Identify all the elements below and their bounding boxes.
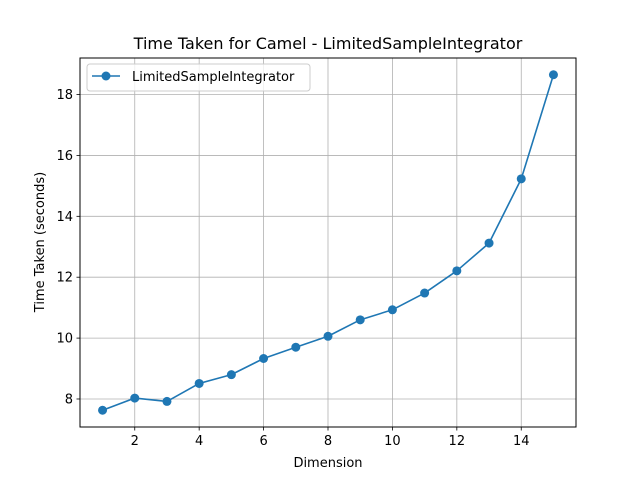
x-tick-label: 10: [384, 434, 401, 449]
data-point: [291, 342, 301, 352]
data-point: [420, 288, 430, 298]
data-point: [162, 396, 172, 406]
y-tick-label: 12: [56, 271, 73, 286]
x-tick-label: 14: [513, 434, 530, 449]
x-tick-label: 8: [324, 434, 332, 449]
x-axis-label: Dimension: [293, 456, 362, 471]
data-point: [194, 378, 204, 388]
data-point: [130, 393, 140, 403]
data-point: [387, 305, 397, 315]
series-layer: [98, 70, 558, 415]
x-tick-label: 2: [131, 434, 139, 449]
data-point: [259, 353, 269, 363]
legend: LimitedSampleIntegrator: [86, 63, 311, 92]
y-tick-label: 18: [56, 88, 73, 103]
y-tick-label: 16: [56, 149, 73, 164]
y-axis-label: Time Taken (seconds): [33, 172, 48, 313]
data-point: [226, 370, 236, 380]
data-point: [355, 315, 365, 325]
data-point: [452, 266, 462, 276]
data-point: [323, 331, 333, 341]
data-point: [516, 174, 526, 184]
ticks: 2 4 6 8 10 12 14 8 10 12 14 16 18: [56, 88, 529, 449]
data-point: [548, 70, 558, 80]
y-tick-label: 14: [56, 210, 73, 225]
y-tick-label: 10: [56, 332, 73, 347]
legend-label: LimitedSampleIntegrator: [132, 70, 295, 85]
legend-point-marker: [101, 71, 111, 81]
data-point: [484, 238, 494, 248]
grid: [80, 58, 576, 427]
chart-title: Time Taken for Camel - LimitedSampleInte…: [133, 34, 523, 53]
x-tick-label: 6: [259, 434, 267, 449]
y-tick-label: 8: [65, 392, 73, 407]
x-tick-label: 12: [449, 434, 466, 449]
data-point: [98, 405, 108, 415]
legend-box: [86, 63, 311, 92]
x-tick-label: 4: [195, 434, 203, 449]
